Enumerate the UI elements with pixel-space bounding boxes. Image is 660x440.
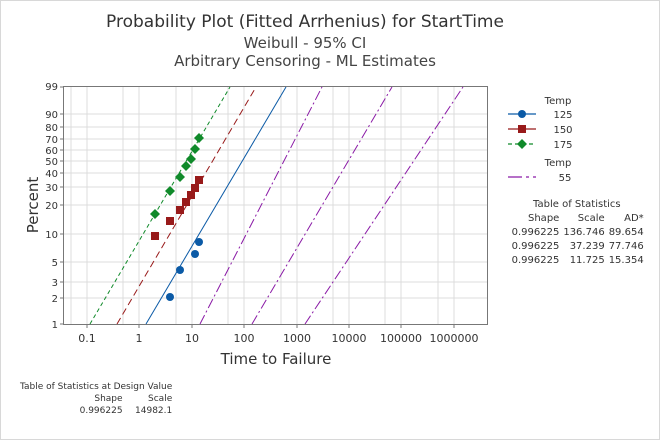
design-header-shape: Shape [94,394,123,404]
svg-text:1: 1 [52,320,58,331]
svg-text:5: 5 [52,258,58,269]
table-row: 0.996225 14982.1 [79,406,173,416]
fit-line-55-upper [304,86,464,325]
series-125-points [166,238,203,301]
square-marker-icon [518,125,526,133]
svg-text:3: 3 [52,278,58,289]
header-ad: AD* [624,213,644,224]
x-tick-labels: 0.1 1 10 100 1000 10000 100000 1000000 [78,332,478,345]
svg-text:1000000: 1000000 [430,332,479,345]
x-axis-label: Time to Failure [220,350,332,368]
y-gridlines [64,113,488,299]
svg-text:60: 60 [45,146,58,157]
chart-subtitle-method: Arbitrary Censoring - ML Estimates [174,52,436,70]
design-table-title: Table of Statistics at Design Value [20,382,173,392]
svg-text:55: 55 [559,173,572,184]
series-150-points [151,176,203,240]
table-row: 0.996225 136.746 89.654 [511,227,644,238]
legend-item-125: 125 [508,110,573,121]
svg-text:10000: 10000 [332,332,367,345]
statistics-table: Table of Statistics Shape Scale AD* 0.99… [508,198,646,268]
fit-line-55 [251,86,393,325]
fit-line-125 [145,86,287,325]
svg-text:100000: 100000 [380,332,422,345]
svg-text:2: 2 [52,294,58,305]
svg-text:30: 30 [45,183,58,194]
circle-marker-icon [518,110,526,118]
svg-text:10: 10 [185,332,199,345]
svg-text:150: 150 [553,125,572,136]
svg-text:125: 125 [553,110,572,121]
svg-text:90: 90 [45,110,58,121]
svg-text:70: 70 [45,135,58,146]
svg-text:20: 20 [45,201,58,212]
legend-item-150: 150 [508,125,573,136]
header-shape: Shape [528,213,560,224]
x-ticks [86,324,455,328]
y-tick-labels: 99 90 80 70 60 50 40 30 20 10 5 3 2 1 [45,82,58,331]
legend: Temp 125 150 175 Temp 55 [508,96,573,184]
svg-text:1: 1 [136,332,143,345]
y-ticks [60,86,64,325]
diamond-marker-icon [517,139,527,149]
svg-text:Temp: Temp [544,158,572,169]
legend-item-55: 55 [508,173,571,184]
svg-text:0.1: 0.1 [78,332,96,345]
chart-title: Probability Plot (Fitted Arrhenius) for … [106,12,504,32]
svg-text:80: 80 [45,123,58,134]
series-175-points [150,133,204,219]
svg-text:Temp: Temp [544,96,572,107]
header-scale: Scale [577,213,605,224]
svg-text:10: 10 [45,230,58,241]
fit-line-55-lower [199,86,323,325]
design-header-scale: Scale [148,394,173,404]
table-row: 0.996225 37.239 77.746 [511,241,644,252]
design-value-table: Table of Statistics at Design Value Shap… [18,381,174,417]
svg-text:100: 100 [234,332,255,345]
svg-text:40: 40 [45,169,58,180]
table-row: 0.996225 11.725 15.354 [511,255,644,266]
fit-line-175 [89,86,231,325]
legend-item-175: 175 [508,139,573,151]
svg-text:1000: 1000 [283,332,311,345]
chart-subtitle-distribution: Weibull - 95% CI [243,34,367,52]
svg-text:175: 175 [553,140,572,151]
svg-text:99: 99 [45,82,58,93]
y-axis-label: Percent [24,177,42,234]
statistics-table-title: Table of Statistics [533,199,621,210]
svg-text:50: 50 [45,157,58,168]
